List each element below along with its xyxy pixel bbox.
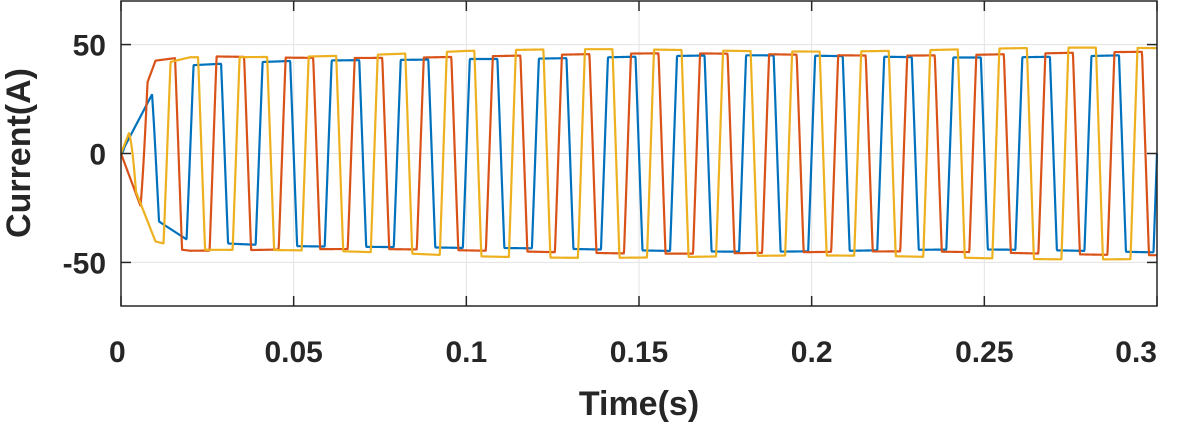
series-group <box>119 46 1159 261</box>
series-line-3 <box>119 46 1158 261</box>
y-tick-label: 50 <box>73 30 106 63</box>
series-line-1 <box>120 54 1159 254</box>
x-tick-label: 0.3 <box>1115 336 1157 369</box>
y-tick-label: 0 <box>89 139 106 172</box>
x-tick-label: 0.15 <box>610 336 668 369</box>
x-tick-label: 0.1 <box>445 336 487 369</box>
y-tick-label: -50 <box>63 247 106 280</box>
x-axis-label: Time(s) <box>579 385 699 423</box>
series-line-2 <box>119 50 1158 257</box>
tick-labels: 0 0.05 0.1 0.15 0.2 0.25 0.3 -50 0 50 <box>63 30 1157 369</box>
x-tick-label: 0.2 <box>791 336 833 369</box>
x-tick-label: 0.25 <box>955 336 1013 369</box>
y-axis-label: Current(A) <box>0 68 38 238</box>
x-tick-label: 0.05 <box>264 336 322 369</box>
ticks <box>120 1 1158 306</box>
x-tick-label: 0 <box>109 336 126 369</box>
